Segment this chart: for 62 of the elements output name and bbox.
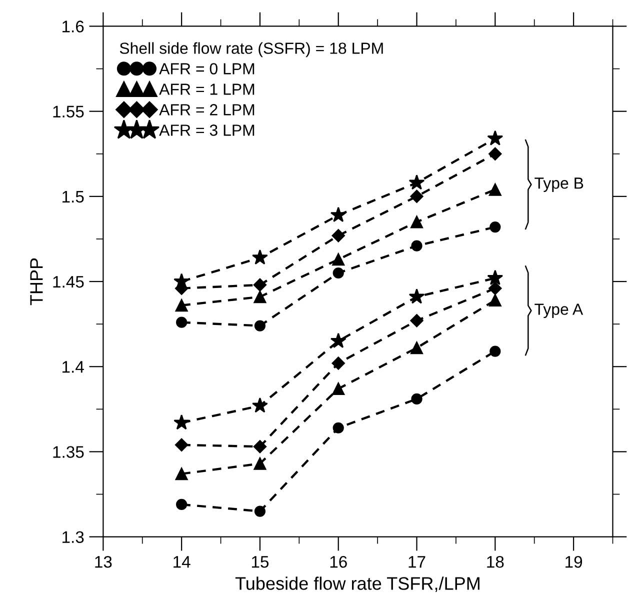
point [332, 228, 345, 242]
point [411, 240, 422, 252]
point [254, 290, 266, 304]
x-tick-label: 16 [330, 556, 347, 568]
point [332, 267, 344, 279]
x-tick-label: 19 [566, 556, 582, 568]
y-tick-label: 1.4 [62, 361, 84, 373]
y-tick-label: 1.45 [53, 276, 84, 288]
point [174, 273, 190, 288]
legend-title: Shell side flow rate (SSFR) = 18 LPM [120, 42, 383, 58]
point [332, 253, 345, 266]
point [176, 498, 188, 510]
legend-label: AFR = 3 LPM [159, 124, 254, 136]
legend-label: AFR = 1 LPM [159, 84, 254, 95]
point [330, 332, 346, 348]
point [410, 216, 424, 228]
point [174, 438, 188, 452]
point [175, 468, 188, 480]
y-tick-label: 1.55 [53, 106, 84, 118]
point [254, 320, 266, 332]
annotation: Type A [534, 304, 584, 318]
y-axis-title: THPP [30, 258, 43, 306]
point [488, 183, 502, 196]
x-tick-label: 17 [408, 556, 426, 568]
point [253, 278, 267, 292]
legend-label: AFR = 2 LPM [159, 104, 254, 116]
point [330, 206, 346, 222]
point [490, 346, 501, 357]
point [488, 294, 502, 306]
point [410, 190, 424, 204]
point [490, 222, 501, 233]
x-axis-title: Tubeside flow rate TSFR,/LPM [235, 576, 480, 592]
point [174, 414, 190, 430]
x-tick-label: 18 [487, 556, 504, 568]
point [410, 314, 424, 328]
point [488, 147, 502, 160]
point [487, 130, 504, 146]
point [176, 316, 188, 328]
legend-label: AFR = 0 LPM [159, 63, 254, 74]
point [253, 440, 267, 454]
y-tick-label: 1.6 [62, 20, 84, 32]
y-tick-label: 1.3 [62, 531, 84, 544]
point [410, 342, 424, 354]
y-tick-label: 1.35 [53, 446, 84, 458]
point [254, 457, 266, 470]
point [332, 356, 345, 370]
point [175, 299, 188, 312]
point [252, 249, 268, 265]
point [332, 422, 344, 434]
x-tick-label: 14 [174, 556, 190, 568]
point [408, 288, 425, 304]
annotation: Type B [534, 178, 584, 192]
point [411, 393, 422, 404]
point [332, 382, 345, 395]
x-tick-label: 13 [95, 556, 112, 568]
point [252, 397, 268, 413]
x-tick-label: 15 [252, 556, 269, 568]
point [408, 174, 425, 190]
point [254, 506, 266, 517]
y-tick-label: 1.5 [62, 190, 84, 203]
point [488, 282, 502, 295]
point [487, 270, 504, 285]
